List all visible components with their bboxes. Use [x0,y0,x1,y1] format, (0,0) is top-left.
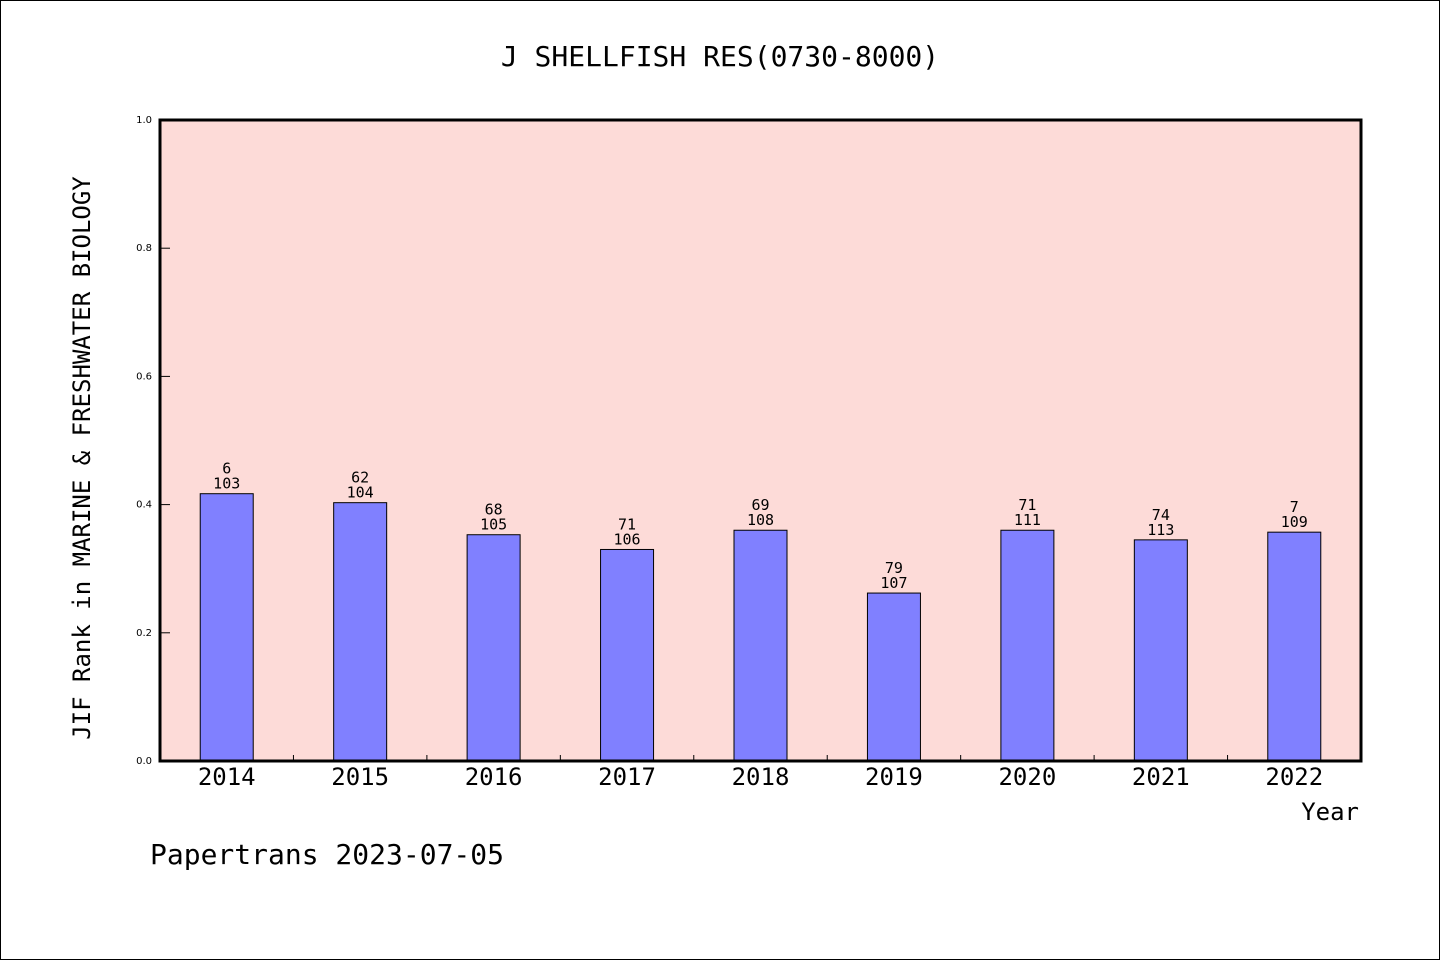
bar-rank-label: 71 [618,515,636,533]
bar-total-label: 104 [347,484,374,502]
bar-rank-label: 7 [1290,498,1299,516]
bar-total-label: 106 [614,530,641,548]
bar-rank-label: 69 [751,496,769,514]
y-tick-label: 0.6 [136,371,152,382]
bar-2020 [1000,529,1055,762]
bar-total-label: 113 [1147,521,1174,539]
chart-title: J SHELLFISH RES(0730-8000) [501,40,939,73]
bar-rank-label: 71 [1018,496,1036,514]
bar-rank-label: 79 [885,559,903,577]
bars-group [199,493,1322,762]
bar-rank-label: 6 [222,460,231,478]
plot-border [158,118,1363,763]
x-tick-label: 2018 [732,763,790,791]
footer-text: Papertrans 2023-07-05 [150,838,504,871]
bar-total-label: 107 [880,574,907,592]
y-tick-label: 0.4 [136,500,152,511]
y-tick-label: 0.8 [136,243,152,254]
x-tick-label: 2016 [465,763,523,791]
x-tick-label: 2017 [598,763,656,791]
x-tick-label: 2019 [865,763,923,791]
x-tick-label: 2020 [998,763,1056,791]
bar-total-label: 111 [1014,511,1041,529]
bar-2015 [333,502,388,762]
x-tick-label: 2015 [331,763,389,791]
x-axis-label: Year [1301,798,1359,826]
bar-2014 [199,493,254,762]
bar-rank-label: 68 [485,501,503,519]
y-tick-label: 0.2 [136,628,152,639]
bar-total-label: 109 [1281,513,1308,531]
bar-2018 [733,529,788,762]
bar-rank-label: 62 [351,469,369,487]
bar-total-label: 108 [747,511,774,529]
bar-2021 [1133,539,1188,762]
bar-total-label: 105 [480,516,507,534]
y-tick-label: 1.0 [136,115,152,126]
x-tick-label: 2022 [1265,763,1323,791]
bar-2016 [466,534,521,762]
x-tick-label: 2021 [1132,763,1190,791]
y-tick-label: 0.0 [136,756,152,767]
x-axis: 2014 2015 2016 2017 2018 2019 2020 2021 2022 [198,755,1323,791]
bar-total-label: 103 [213,475,240,493]
bar-2017 [600,548,655,762]
bar-2019 [866,592,921,762]
x-tick-label: 2014 [198,763,256,791]
y-axis-label: JIF Rank in MARINE & FRESHWATER BIOLOGY [68,176,96,740]
bar-rank-label: 74 [1152,506,1170,524]
y-axis: 0.0 0.2 0.4 0.6 0.8 1.0 [136,115,170,767]
bar-2022 [1267,531,1322,762]
